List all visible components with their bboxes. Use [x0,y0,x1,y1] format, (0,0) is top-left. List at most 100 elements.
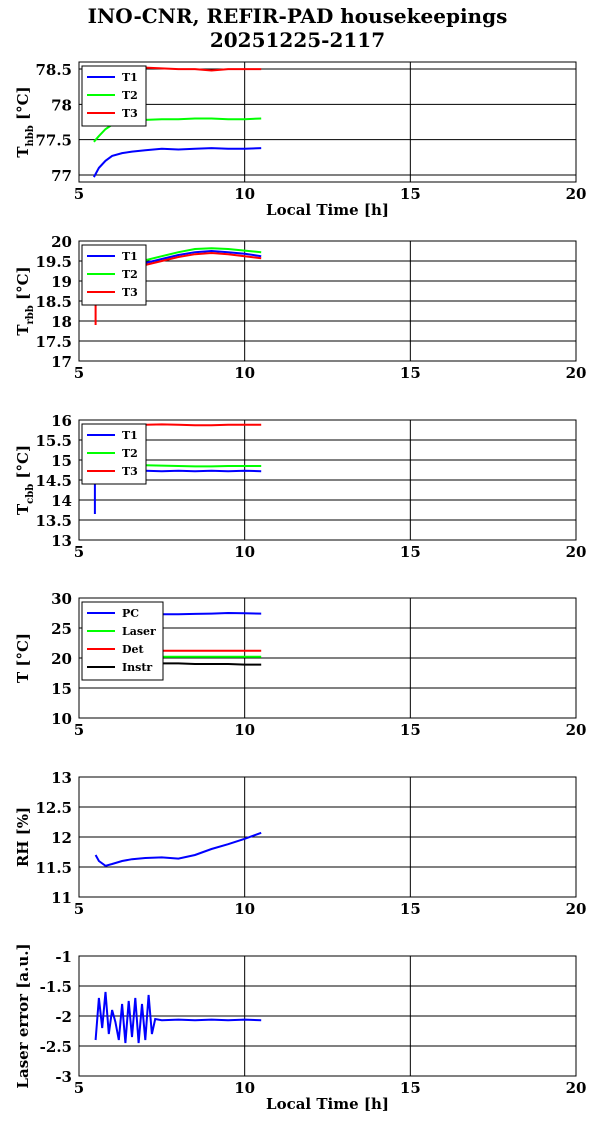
y-axis-label: RH [%] [14,807,32,867]
x-tick-label: 5 [74,900,84,918]
y-tick-label: 77 [51,167,72,185]
series-line-1 [94,991,262,1044]
x-axis-label: Local Time [h] [266,201,389,219]
y-tick-label: -1 [55,948,72,966]
y-tick-label: 16 [51,412,72,430]
y-axis-label-subscript: hbb [25,125,36,146]
y-tick-label: 13 [51,532,72,550]
x-tick-label: 20 [566,721,587,739]
title-line-1: INO-CNR, REFIR-PAD housekeepings [87,4,508,28]
chart-2: 17 17.5 18 18.5 19 19.5 20 5 10 15 20 Trbb [°C] T1 T2… [14,233,586,382]
series-line-1 [94,831,262,867]
x-tick-label: 5 [74,721,84,739]
x-tick-label: 20 [566,900,587,918]
x-tick-label: 20 [566,1079,587,1097]
plot-frame [78,955,577,1077]
y-tick-label: -1.5 [40,978,72,996]
legend-label: Det [122,643,145,656]
chart-1: 77 77.5 78 78.5 5 10 15 20 Local Time [h] Thbb [°… [14,61,586,219]
legend: T1 T2 T3 [81,423,147,485]
y-tick-label: 11 [51,889,72,907]
x-axis-label: Local Time [h] [266,1095,389,1113]
y-tick-label: 25 [51,620,72,638]
y-tick-label: 20 [51,233,72,251]
y-tick-label: 77.5 [35,132,72,150]
y-axis-label: Tcbb [°C] [14,445,36,515]
y-axis-label-main: T [14,503,32,515]
y-tick-label: 15.5 [35,432,72,450]
y-axis-label-main: Laser error [a.u.] [14,943,32,1088]
legend-label: T1 [122,429,138,442]
y-tick-label: 11.5 [35,859,72,877]
y-axis-label: Thbb [°C] [14,86,36,157]
y-tick-label: 19 [51,273,72,291]
y-tick-label: 18 [51,313,72,331]
y-tick-label: -3 [55,1068,72,1086]
x-tick-label: 10 [234,900,255,918]
legend-label: T2 [122,89,138,102]
y-axis-label: Laser error [a.u.] [14,943,32,1088]
legend: PC Laser Det Instr [81,601,164,681]
x-tick-label: 15 [400,900,421,918]
x-tick-label: 20 [566,543,587,561]
x-tick-label: 15 [400,543,421,561]
y-axis-label: Trbb [°C] [14,266,36,335]
y-tick-label: 15 [51,680,72,698]
series-line-t1 [93,147,262,178]
y-tick-label: 78.5 [35,61,72,79]
legend-label: T3 [122,107,138,120]
y-tick-label: 30 [51,590,72,608]
y-tick-label: 12 [51,829,72,847]
y-axis-label-unit: [°C] [14,266,32,305]
y-tick-label: 14.5 [35,472,72,490]
x-tick-label: 10 [234,721,255,739]
series-line-instr [145,661,262,666]
series-line-t2 [93,117,262,143]
x-tick-label: 5 [74,185,84,203]
legend-label: T2 [122,268,138,281]
x-tick-label: 20 [566,185,587,203]
legend-label: T1 [122,71,138,84]
y-axis-label-unit: [°C] [14,86,32,125]
plot-frame [78,597,577,719]
y-axis-label-unit: [°C] [14,633,32,672]
plot-frame [78,419,577,541]
x-tick-label: 15 [400,185,421,203]
y-tick-label: 13 [51,769,72,787]
y-tick-label: -2.5 [40,1038,72,1056]
y-axis-label-unit: [°C] [14,445,32,484]
x-tick-label: 10 [234,543,255,561]
legend-label: PC [122,607,139,620]
legend-label: Instr [122,661,152,674]
y-tick-label: -2 [55,1008,72,1026]
x-tick-label: 10 [234,1079,255,1097]
y-axis-label-main: T [14,146,32,158]
y-tick-label: 17 [51,353,72,371]
y-tick-label: 12.5 [35,799,72,817]
legend-label: T3 [122,465,138,478]
y-axis-label-subscript: rbb [25,305,36,324]
y-tick-label: 15 [51,452,72,470]
title-line-2: 20251225-2117 [209,28,386,52]
chart-6: -3 -2.5 -2 -1.5 -1 5 10 15 20 Local Time [h] Laser… [14,943,586,1113]
legend: T1 T2 T3 [81,244,147,306]
y-tick-label: 17.5 [35,333,72,351]
legend-label: T1 [122,250,138,263]
x-tick-label: 15 [400,1079,421,1097]
legend-label: T3 [122,286,138,299]
legend-label: T2 [122,447,138,460]
x-tick-label: 20 [566,364,587,382]
y-tick-label: 18.5 [35,293,72,311]
chart-5: 11 11.5 12 12.5 13 5 10 15 20 RH [%] [14,769,586,918]
figure-title: INO-CNR, REFIR-PAD housekeepings 2025122… [0,4,595,52]
x-tick-label: 15 [400,364,421,382]
plot-frame [78,61,577,183]
y-axis-label-subscript: cbb [25,484,36,504]
y-axis-label-main: T [14,671,32,683]
x-tick-label: 5 [74,1079,84,1097]
y-axis-label-main: T [14,324,32,336]
y-axis-label-main: RH [%] [14,807,32,867]
legend-label: Laser [122,625,156,638]
